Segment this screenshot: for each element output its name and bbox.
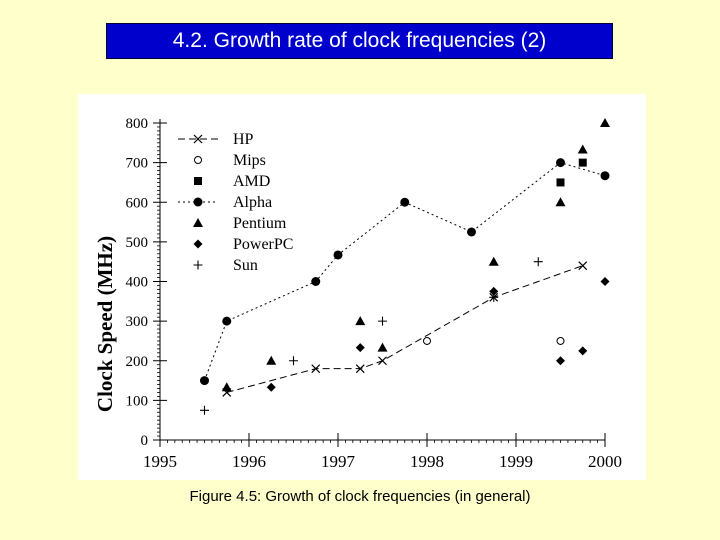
data-point-powerpc xyxy=(600,277,610,286)
figure-caption: Figure 4.5: Growth of clock frequencies … xyxy=(189,488,531,505)
data-point-sun xyxy=(533,257,543,267)
data-point-alpha xyxy=(333,250,343,260)
legend-entry-pentium: Pentium xyxy=(193,215,287,232)
legend-entry-mips: Mips xyxy=(194,152,266,169)
data-point-pentium xyxy=(488,256,499,266)
legend-marker-amd xyxy=(194,177,202,185)
data-point-alpha xyxy=(600,171,610,181)
data-point-powerpc xyxy=(489,286,499,296)
x-tick-label: 1997 xyxy=(321,452,356,471)
data-point-hp xyxy=(311,364,321,374)
legend-marker-pentium xyxy=(193,218,203,227)
data-point-alpha xyxy=(467,227,476,237)
data-point-alpha xyxy=(400,197,410,207)
legend-entry-amd: AMD xyxy=(194,173,270,190)
y-tick-label: 700 xyxy=(126,156,149,172)
data-point-pentium xyxy=(266,355,277,365)
legend-entry-powerpc: PowerPC xyxy=(193,236,293,253)
legend-label: Alpha xyxy=(233,194,272,211)
data-point-alpha xyxy=(200,376,209,386)
data-point-pentium xyxy=(355,316,366,326)
legend-label: AMD xyxy=(233,173,270,190)
data-point-pentium xyxy=(377,342,388,352)
x-tick-label: 1998 xyxy=(410,452,444,471)
legend-label: PowerPC xyxy=(233,236,293,253)
chart-markers xyxy=(200,118,610,415)
y-axis-label: Clock Speed (MHz) xyxy=(93,236,117,412)
y-tick-label: 800 xyxy=(126,116,149,132)
chart-series-lines xyxy=(204,162,606,393)
data-point-amd xyxy=(556,178,565,187)
data-point-powerpc xyxy=(556,356,565,366)
figure-panel: 0 100 200 300 400 500 600 700 800 1995 1996 1997 199… xyxy=(78,94,646,480)
series-line-hp xyxy=(226,265,583,393)
legend-marker-sun xyxy=(193,260,203,270)
legend-label: Pentium xyxy=(233,215,287,232)
legend-entry-sun: Sun xyxy=(193,257,258,274)
legend-label: Mips xyxy=(233,152,266,169)
data-point-hp xyxy=(578,261,588,271)
data-point-pentium xyxy=(600,118,610,127)
y-tick-label: 400 xyxy=(126,275,149,291)
data-point-sun xyxy=(378,316,387,326)
data-point-sun xyxy=(289,356,298,366)
y-tick-label: 100 xyxy=(126,393,149,409)
x-tick-label: 2000 xyxy=(588,452,622,471)
data-point-powerpc xyxy=(355,343,365,353)
data-point-alpha xyxy=(311,277,321,286)
slide-title: 4.2. Growth rate of clock frequencies (2… xyxy=(106,23,613,59)
data-point-sun xyxy=(489,292,499,302)
y-tick-label: 600 xyxy=(126,195,149,211)
clock-speed-chart: 0 100 200 300 400 500 600 700 800 1995 1996 1997 199… xyxy=(93,116,623,471)
y-tick-label: 300 xyxy=(126,314,149,330)
legend-marker-alpha xyxy=(193,197,203,207)
data-point-sun xyxy=(200,405,209,415)
legend-entry-hp: HP xyxy=(178,131,254,148)
data-point-powerpc xyxy=(578,346,588,356)
legend-marker-mips xyxy=(194,156,202,164)
data-point-pentium xyxy=(577,144,588,154)
data-point-hp xyxy=(378,356,387,366)
legend-label: HP xyxy=(233,131,254,148)
data-point-pentium xyxy=(555,197,566,207)
y-tick-label: 200 xyxy=(126,354,149,370)
x-tick-label: 1999 xyxy=(499,452,533,471)
data-point-powerpc xyxy=(266,382,276,392)
y-tick-label: 500 xyxy=(126,235,149,251)
chart-legend: HP Mips AMD Alpha Pentium PowerPC Sun xyxy=(178,131,293,274)
data-point-mips xyxy=(556,336,565,345)
legend-marker-hp xyxy=(193,134,203,144)
data-point-alpha xyxy=(222,316,232,326)
x-tick-label: 1995 xyxy=(143,452,177,471)
x-tick-label: 1996 xyxy=(232,452,266,471)
data-point-mips xyxy=(423,336,431,345)
legend-entry-alpha: Alpha xyxy=(178,194,272,211)
legend-marker-powerpc xyxy=(193,239,203,249)
legend-label: Sun xyxy=(233,257,258,274)
data-point-alpha xyxy=(556,158,565,168)
data-point-amd xyxy=(578,158,587,167)
data-point-hp xyxy=(355,364,365,374)
y-tick-label: 0 xyxy=(141,433,149,449)
chart-axes: 0 100 200 300 400 500 600 700 800 1995 1996 1997 199… xyxy=(126,116,623,471)
data-point-pentium xyxy=(221,382,232,392)
